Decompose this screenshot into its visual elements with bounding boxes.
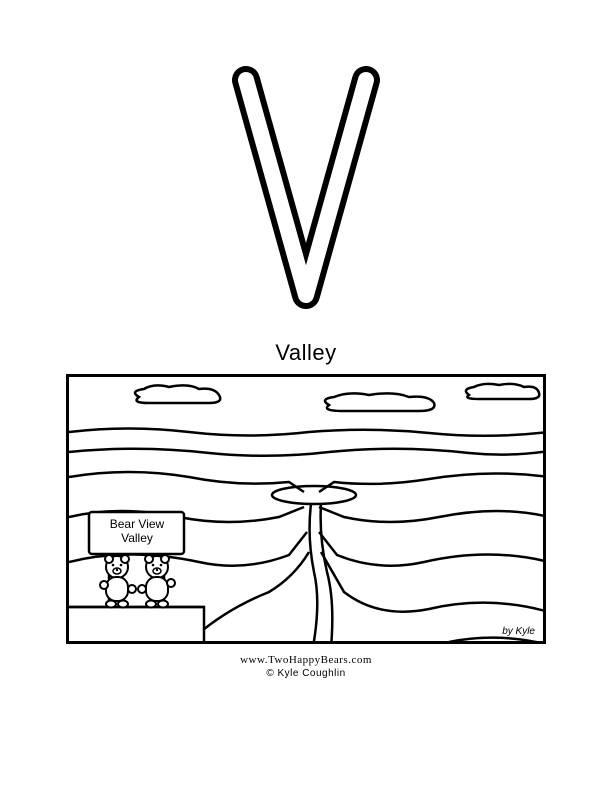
sign-line1: Bear View <box>110 517 164 531</box>
coloring-page: Valley <box>0 0 612 792</box>
valley-svg <box>69 377 546 644</box>
letter-v-svg <box>206 60 406 320</box>
word-label: Valley <box>275 340 336 366</box>
sign-text: Bear View Valley <box>97 517 177 546</box>
footer-url: www.TwoHappyBears.com <box>240 654 372 666</box>
footer-copyright: © Kyle Coughlin <box>240 668 372 679</box>
footer: www.TwoHappyBears.com © Kyle Coughlin <box>240 654 372 679</box>
artist-credit: by Kyle <box>502 626 535 637</box>
sign-line2: Valley <box>121 531 153 545</box>
valley-illustration: Bear View Valley by Kyle <box>66 374 546 644</box>
letter-outline <box>206 50 406 330</box>
